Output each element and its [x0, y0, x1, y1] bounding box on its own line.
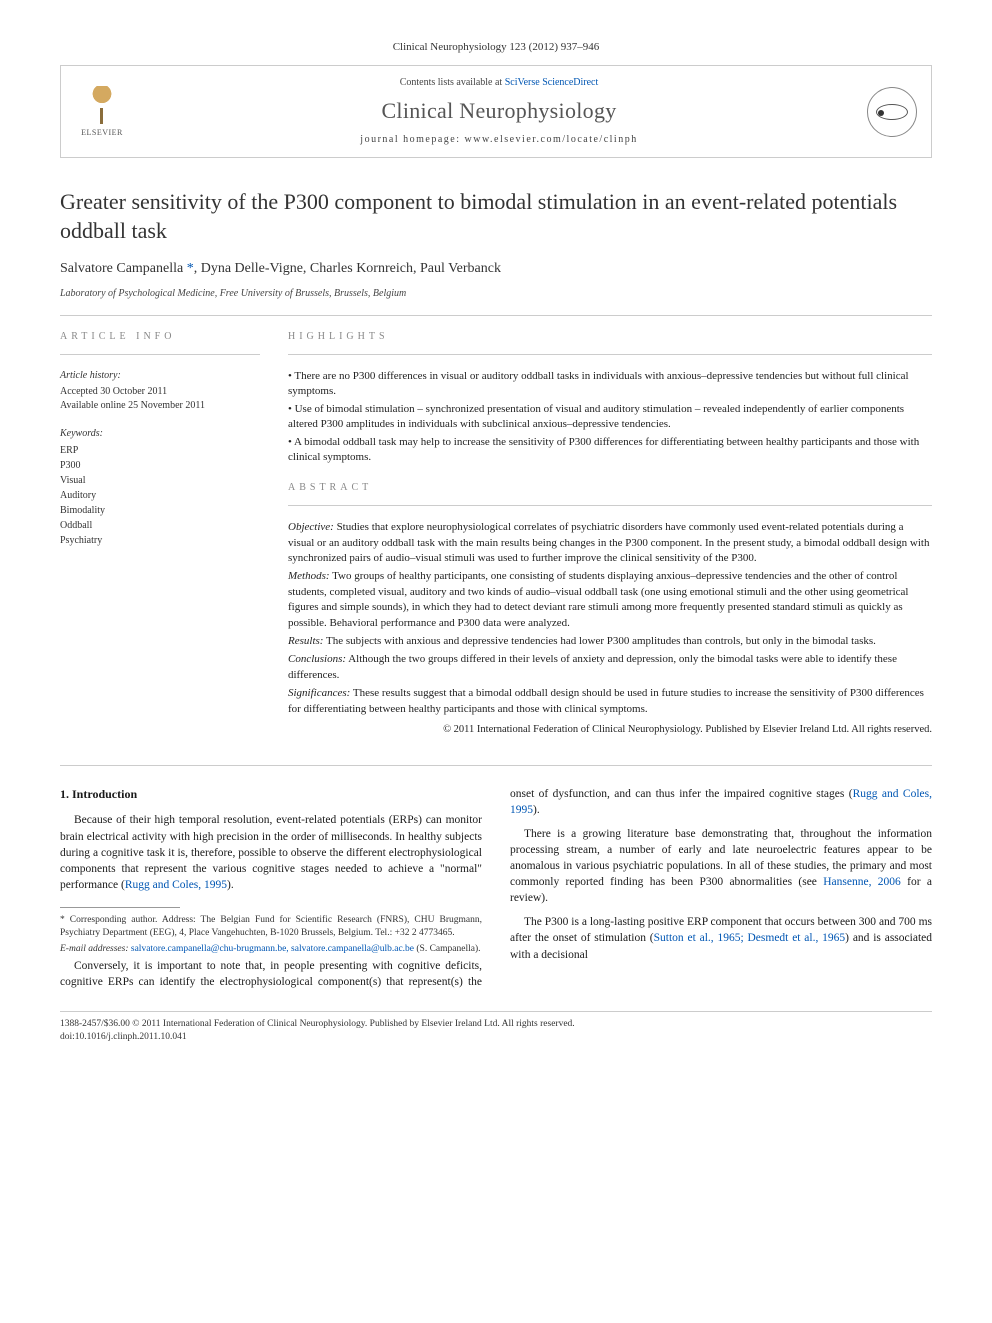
keyword-3: Auditory — [60, 488, 260, 503]
journal-cover-icon — [867, 87, 917, 137]
journal-center-block: Contents lists available at SciVerse Sci… — [147, 76, 851, 147]
abstract-results: Results: The subjects with anxious and d… — [288, 634, 932, 649]
highlight-1: • Use of bimodal stimulation – synchroni… — [288, 402, 932, 433]
journal-header-box: ELSEVIER Contents lists available at Sci… — [60, 65, 932, 158]
abstract-objective-text: Studies that explore neurophysiological … — [288, 521, 929, 564]
keywords-block: Keywords: ERP P300 Visual Auditory Bimod… — [60, 427, 260, 548]
elsevier-logo: ELSEVIER — [75, 82, 129, 142]
keyword-1: P300 — [60, 458, 260, 473]
email-addresses[interactable]: salvatore.campanella@chu-brugmann.be, sa… — [131, 944, 414, 954]
highlight-0: • There are no P300 differences in visua… — [288, 369, 932, 400]
header-citation: Clinical Neurophysiology 123 (2012) 937–… — [60, 40, 932, 55]
divider-body — [60, 765, 932, 766]
highlights-label: HIGHLIGHTS — [288, 330, 932, 344]
author-3: Paul Verbanck — [420, 261, 501, 276]
footnote-separator — [60, 907, 180, 908]
keyword-6: Psychiatry — [60, 533, 260, 548]
abstract-results-text: The subjects with anxious and depressive… — [326, 635, 876, 647]
elsevier-tree-icon — [83, 86, 121, 124]
info-abstract-row: ARTICLE INFO Article history: Accepted 3… — [60, 330, 932, 741]
cite-hansenne[interactable]: Hansenne, 2006 — [823, 876, 901, 888]
author-1: Dyna Delle-Vigne — [201, 261, 303, 276]
journal-name: Clinical Neurophysiology — [147, 96, 851, 127]
highlight-1-text: Use of bimodal stimulation – synchronize… — [288, 403, 904, 430]
divider-info — [60, 354, 260, 355]
highlight-2-text: A bimodal oddball task may help to incre… — [288, 436, 919, 463]
abstract-methods-text: Two groups of healthy participants, one … — [288, 570, 908, 628]
abstract-methods: Methods: Two groups of healthy participa… — [288, 569, 932, 631]
divider-abstract — [288, 505, 932, 506]
keyword-4: Bimodality — [60, 503, 260, 518]
abstract-objective: Objective: Studies that explore neurophy… — [288, 520, 932, 566]
sciencedirect-link[interactable]: SciVerse ScienceDirect — [505, 77, 599, 88]
section-heading-1: 1. Introduction — [60, 786, 482, 803]
corresponding-marker: * — [183, 261, 194, 276]
keyword-2: Visual — [60, 473, 260, 488]
doi-line: doi:10.1016/j.clinph.2011.10.041 — [60, 1031, 932, 1044]
author-0: Salvatore Campanella — [60, 261, 183, 276]
highlights-block: • There are no P300 differences in visua… — [288, 369, 932, 465]
cite-rugg-1[interactable]: Rugg and Coles, 1995 — [125, 879, 227, 891]
article-info-label: ARTICLE INFO — [60, 330, 260, 344]
article-title: Greater sensitivity of the P300 componen… — [60, 188, 932, 245]
corresponding-footnote: * Corresponding author. Address: The Bel… — [60, 914, 482, 940]
highlight-2: • A bimodal oddball task may help to inc… — [288, 435, 932, 466]
abstract-label: ABSTRACT — [288, 481, 932, 495]
contents-available-line: Contents lists available at SciVerse Sci… — [147, 76, 851, 90]
email-label: E-mail addresses: — [60, 944, 129, 954]
highlights-abstract-column: HIGHLIGHTS • There are no P300 differenc… — [288, 330, 932, 741]
journal-homepage-line: journal homepage: www.elsevier.com/locat… — [147, 133, 851, 147]
abstract-block: Objective: Studies that explore neurophy… — [288, 520, 932, 737]
page-footer: 1388-2457/$36.00 © 2011 International Fe… — [60, 1011, 932, 1045]
abstract-significances: Significances: These results suggest tha… — [288, 686, 932, 717]
body-p4: The P300 is a long-lasting positive ERP … — [510, 914, 932, 962]
abstract-significances-label: Significances: — [288, 687, 350, 699]
cite-sutton[interactable]: Sutton et al., 1965; Desmedt et al., 196… — [654, 932, 846, 944]
article-info-column: ARTICLE INFO Article history: Accepted 3… — [60, 330, 260, 741]
elsevier-logo-text: ELSEVIER — [81, 127, 123, 138]
body-p3: There is a growing literature base demon… — [510, 826, 932, 906]
divider-top — [60, 315, 932, 316]
contents-prefix: Contents lists available at — [400, 77, 505, 88]
keywords-list: ERP P300 Visual Auditory Bimodality Oddb… — [60, 443, 260, 548]
history-label: Article history: — [60, 369, 260, 383]
abstract-copyright: © 2011 International Federation of Clini… — [288, 723, 932, 738]
available-date: Available online 25 November 2011 — [60, 399, 260, 413]
divider-highlights — [288, 354, 932, 355]
abstract-conclusions-label: Conclusions: — [288, 653, 346, 665]
body-text: 1. Introduction Because of their high te… — [60, 786, 932, 991]
keywords-label: Keywords: — [60, 427, 260, 441]
article-history-block: Article history: Accepted 30 October 201… — [60, 369, 260, 413]
email-suffix: (S. Campanella). — [416, 944, 480, 954]
highlight-0-text: There are no P300 differences in visual … — [288, 370, 909, 397]
abstract-conclusions-text: Although the two groups differed in thei… — [288, 653, 897, 680]
email-footnote: E-mail addresses: salvatore.campanella@c… — [60, 943, 482, 956]
author-2: Charles Kornreich — [310, 261, 413, 276]
issn-copyright-line: 1388-2457/$36.00 © 2011 International Fe… — [60, 1018, 932, 1031]
affiliation: Laboratory of Psychological Medicine, Fr… — [60, 287, 932, 301]
body-p1: Because of their high temporal resolutio… — [60, 812, 482, 892]
abstract-conclusions: Conclusions: Although the two groups dif… — [288, 652, 932, 683]
accepted-date: Accepted 30 October 2011 — [60, 385, 260, 399]
keyword-0: ERP — [60, 443, 260, 458]
author-list: Salvatore Campanella *, Dyna Delle-Vigne… — [60, 259, 932, 279]
keyword-5: Oddball — [60, 518, 260, 533]
cite-rugg-2[interactable]: Rugg and Coles, 1995 — [510, 788, 932, 816]
abstract-objective-label: Objective: — [288, 521, 334, 533]
abstract-results-label: Results: — [288, 635, 323, 647]
abstract-methods-label: Methods: — [288, 570, 330, 582]
abstract-significances-text: These results suggest that a bimodal odd… — [288, 687, 924, 714]
